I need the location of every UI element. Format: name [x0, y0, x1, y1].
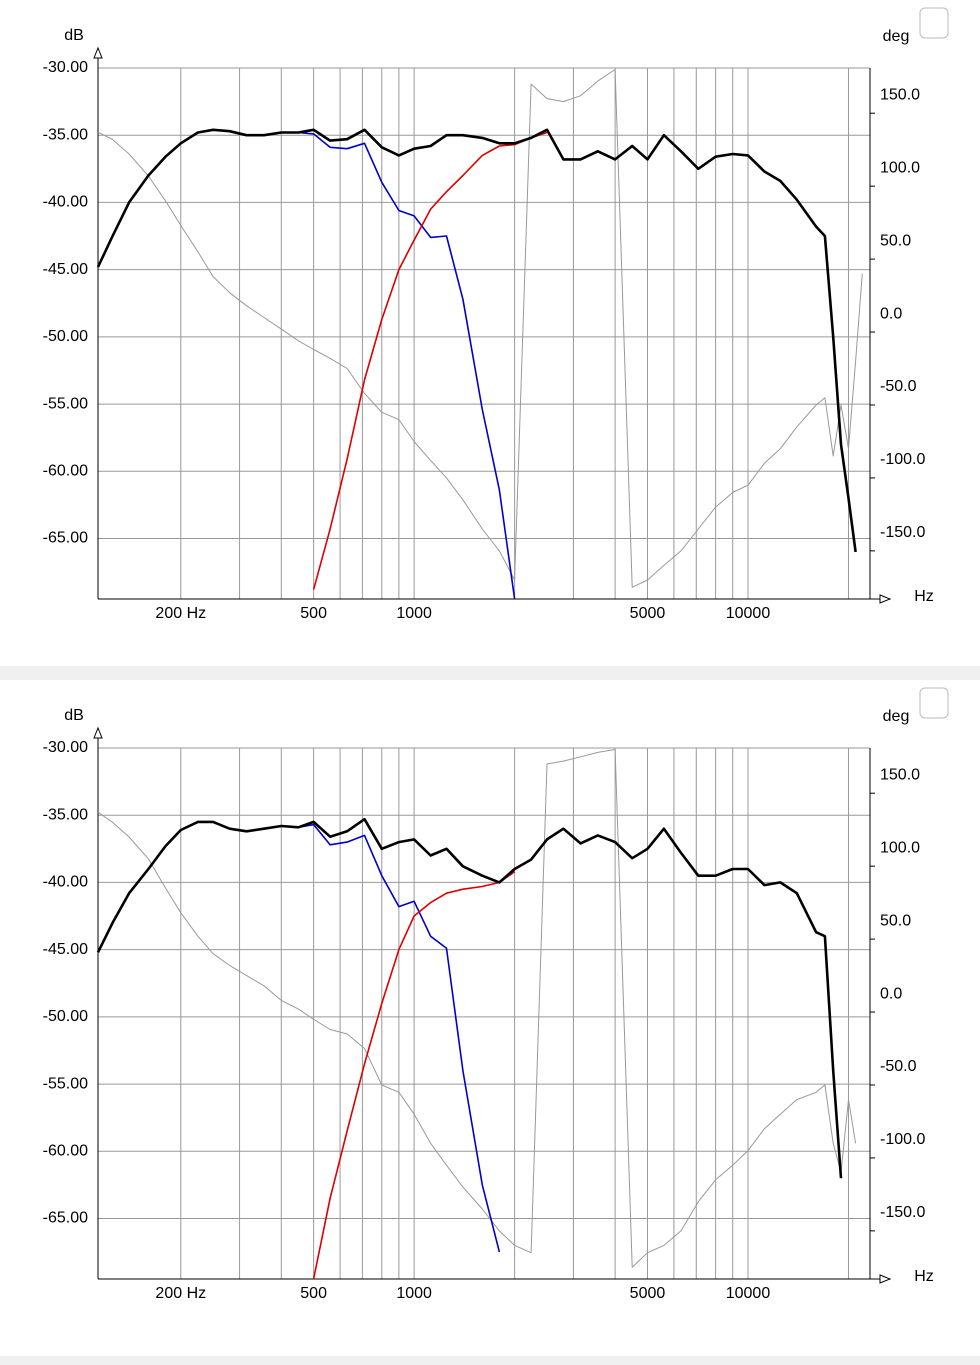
axis-arrow: [879, 594, 892, 604]
y2-tick-label: -150.0: [880, 524, 925, 541]
y-tick-label: -40.00: [43, 194, 88, 211]
panel: [0, 680, 980, 1356]
y2-tick-label: -150.0: [880, 1204, 925, 1221]
x-tick-label: 5000: [630, 1285, 666, 1302]
x-tick-label: 10000: [726, 605, 771, 622]
x-tick-label: 5000: [630, 605, 666, 622]
series-line: [96, 817, 843, 1179]
y-tick-label: -50.00: [43, 328, 88, 345]
series-line: [97, 749, 857, 1268]
x-tick-label: 500: [300, 1285, 327, 1302]
y-tick-label: -35.00: [43, 126, 88, 143]
panel: [0, 0, 980, 666]
y-tick-label: -50.00: [43, 1008, 88, 1025]
y2-tick-label: 0.0: [880, 985, 902, 1002]
y-tick-label: -55.00: [43, 395, 88, 412]
x-axis-label: Hz: [914, 588, 934, 605]
y-tick-label: -45.00: [43, 941, 88, 958]
x-axis-label: Hz: [914, 1268, 934, 1285]
series-line: [312, 131, 548, 590]
y-tick-label: -55.00: [43, 1075, 88, 1092]
y2-tick-label: -50.0: [880, 378, 917, 395]
y2-tick-label: 150.0: [880, 766, 920, 783]
y2-tick-label: -50.0: [880, 1058, 917, 1075]
y2-tick-label: 100.0: [880, 159, 920, 176]
y-tick-label: -35.00: [43, 806, 88, 823]
y-tick-label: -65.00: [43, 530, 88, 547]
y2-tick-label: 0.0: [880, 305, 902, 322]
checkbox[interactable]: [919, 687, 949, 719]
y-axis-label: dB: [64, 27, 84, 44]
checkbox[interactable]: [919, 7, 949, 39]
y-tick-label: -60.00: [43, 463, 88, 480]
x-tick-label: 500: [300, 605, 327, 622]
x-tick-label: 1000: [396, 605, 432, 622]
series-line: [298, 823, 501, 1253]
y2-tick-label: 50.0: [880, 232, 911, 249]
axis-arrow: [93, 46, 103, 59]
y2-tick-label: 50.0: [880, 912, 911, 929]
axis-arrow: [879, 1274, 892, 1284]
y2-tick-label: -100.0: [880, 451, 925, 468]
y2-tick-label: 100.0: [880, 839, 920, 856]
series-line: [97, 69, 863, 588]
x-tick-label: 200 Hz: [155, 1285, 206, 1302]
y-tick-label: -30.00: [43, 59, 88, 76]
y-tick-label: -60.00: [43, 1143, 88, 1160]
y-tick-label: -40.00: [43, 874, 88, 891]
y-axis-label: dB: [64, 707, 84, 724]
y2-axis-label: deg: [883, 28, 910, 45]
x-tick-label: 1000: [396, 1285, 432, 1302]
y-tick-label: -65.00: [43, 1210, 88, 1227]
series-line: [96, 128, 857, 553]
series-line: [298, 131, 516, 600]
y-tick-label: -30.00: [43, 739, 88, 756]
y2-tick-label: -100.0: [880, 1131, 925, 1148]
y-tick-label: -45.00: [43, 261, 88, 278]
axis-arrow: [93, 726, 103, 739]
series-line: [312, 871, 516, 1280]
x-tick-label: 10000: [726, 1285, 771, 1302]
y2-tick-label: 150.0: [880, 86, 920, 103]
y2-axis-label: deg: [883, 708, 910, 725]
x-tick-label: 200 Hz: [155, 605, 206, 622]
